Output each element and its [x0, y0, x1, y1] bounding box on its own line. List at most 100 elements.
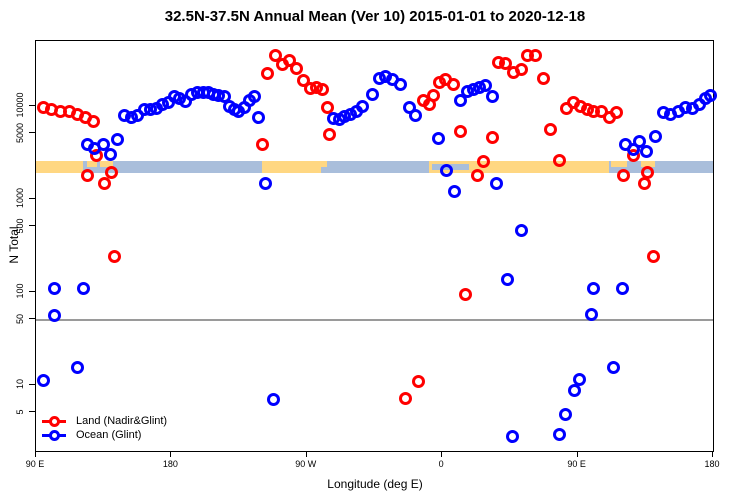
data-point-ocean: [500, 273, 514, 287]
data-point-land: [255, 137, 269, 151]
map-band-land: [36, 160, 84, 174]
x-tick-mark: [712, 451, 713, 457]
data-point-ocean: [586, 281, 600, 295]
legend-item-ocean: Ocean (Glint): [42, 429, 222, 442]
data-point-ocean: [408, 109, 422, 123]
data-point-ocean: [558, 407, 572, 421]
data-point-ocean: [485, 90, 499, 104]
map-band-land-patch: [321, 160, 328, 167]
data-point-land: [398, 392, 412, 406]
y-tick-mark: [29, 132, 35, 134]
data-point-land: [609, 106, 623, 120]
data-point-land: [320, 100, 334, 114]
data-point-ocean: [103, 147, 117, 161]
data-point-land: [616, 169, 630, 183]
data-point-land: [97, 177, 111, 191]
y-tick-mark: [29, 383, 35, 385]
y-tick-label: 1000: [15, 187, 25, 209]
data-point-ocean: [70, 361, 84, 375]
data-point-ocean: [447, 185, 461, 199]
legend: Land (Nadir&Glint) Ocean (Glint): [42, 415, 222, 443]
x-tick-mark: [35, 451, 36, 457]
data-point-land: [528, 49, 542, 63]
data-point-land: [296, 73, 310, 87]
data-point-ocean: [632, 135, 646, 149]
data-point-land: [470, 169, 484, 183]
data-point-land: [552, 153, 566, 167]
y-tick-mark: [29, 197, 35, 199]
data-point-land: [476, 155, 490, 169]
data-point-land: [411, 375, 425, 389]
data-point-land: [498, 57, 512, 71]
x-tick-mark: [441, 451, 443, 457]
data-point-ocean: [584, 308, 598, 322]
x-axis-title: Longitude (deg E): [327, 477, 423, 491]
data-point-ocean: [431, 132, 445, 146]
data-point-ocean: [96, 137, 110, 151]
data-point-ocean: [47, 308, 61, 322]
map-band-land-patch: [87, 160, 98, 167]
reference-line-50: [36, 318, 713, 321]
legend-ocean-circle-icon: [49, 430, 60, 441]
data-point-land: [453, 125, 467, 139]
map-band-land: [473, 160, 610, 174]
data-point-ocean: [393, 77, 407, 91]
data-point-land: [86, 115, 100, 129]
legend-item-land: Land (Nadir&Glint): [42, 415, 222, 428]
data-point-ocean: [439, 163, 453, 177]
y-tick-label: 10000: [15, 92, 25, 118]
map-band-ocean: [83, 160, 263, 174]
data-point-ocean: [365, 87, 379, 101]
data-point-ocean: [247, 90, 261, 104]
map-band-land-patch: [641, 160, 656, 167]
data-point-ocean: [258, 177, 272, 191]
data-point-land: [637, 177, 651, 191]
data-point-ocean: [355, 99, 369, 113]
data-point-land: [322, 128, 336, 142]
y-tick-mark: [29, 104, 35, 106]
data-point-ocean: [489, 177, 503, 191]
map-band-land-patch: [100, 160, 114, 167]
plot-area: Land (Nadir&Glint) Ocean (Glint): [35, 40, 717, 452]
data-point-land: [640, 165, 654, 179]
data-point-land: [315, 83, 329, 97]
map-band-land-patch: [611, 160, 628, 167]
x-tick-label: 180: [162, 459, 178, 469]
y-tick-label: 100: [15, 283, 25, 299]
data-point-ocean: [648, 130, 662, 144]
x-tick-mark: [305, 451, 307, 457]
data-point-ocean: [703, 88, 717, 102]
data-point-ocean: [572, 373, 586, 387]
legend-land-circle-icon: [49, 416, 60, 427]
data-point-land: [108, 250, 122, 264]
data-point-ocean: [110, 133, 124, 147]
x-tick-label: 0: [438, 459, 444, 469]
x-tick-label: 90 W: [295, 459, 317, 469]
data-point-ocean: [514, 224, 528, 238]
data-point-ocean: [48, 281, 62, 295]
data-point-land: [458, 287, 472, 301]
data-point-land: [485, 131, 499, 145]
data-point-ocean: [266, 393, 280, 407]
data-point-land: [646, 250, 660, 264]
x-tick-mark: [576, 451, 578, 457]
data-point-ocean: [453, 93, 467, 107]
data-point-land: [260, 67, 274, 81]
data-point-ocean: [36, 374, 50, 388]
data-point-ocean: [478, 78, 492, 92]
map-band-land: [262, 160, 322, 174]
y-tick-mark: [29, 225, 35, 227]
data-point-ocean: [251, 111, 265, 125]
map-band-ocean: [321, 160, 430, 174]
y-tick-mark: [29, 411, 35, 413]
y-tick-label: 10: [15, 379, 25, 390]
data-point-ocean: [567, 384, 581, 398]
data-point-land: [446, 77, 460, 91]
data-point-ocean: [505, 429, 519, 443]
data-point-ocean: [77, 281, 91, 295]
x-tick-label: 90 E: [25, 459, 45, 469]
data-point-ocean: [552, 427, 566, 441]
data-point-land: [514, 63, 528, 77]
data-point-ocean: [639, 145, 653, 159]
